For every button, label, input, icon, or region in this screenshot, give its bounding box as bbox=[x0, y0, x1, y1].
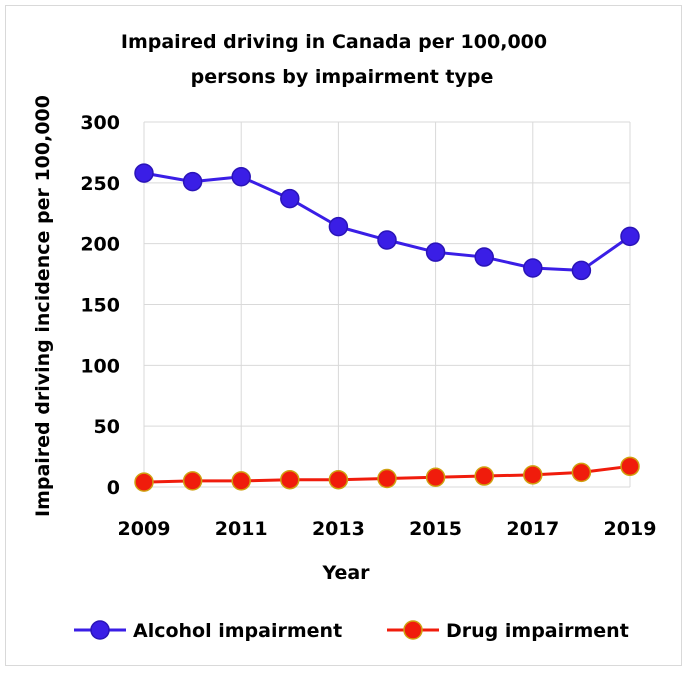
x-axis-title: Year bbox=[321, 562, 370, 584]
x-tick-label: 2019 bbox=[604, 518, 657, 540]
chart-title-line-1: Impaired driving in Canada per 100,000 bbox=[121, 31, 547, 53]
data-point bbox=[182, 171, 203, 192]
data-point bbox=[182, 471, 203, 491]
data-point bbox=[620, 226, 640, 247]
data-point bbox=[523, 465, 543, 485]
x-axis-tick-labels: 2009 2011 2013 2015 2017 2019 bbox=[118, 518, 657, 540]
y-tick-label: 300 bbox=[80, 112, 120, 134]
data-point bbox=[231, 471, 251, 491]
data-point bbox=[280, 469, 300, 490]
x-tick-label: 2013 bbox=[312, 518, 365, 540]
y-tick-label: 250 bbox=[80, 173, 120, 195]
data-point bbox=[425, 467, 446, 488]
data-point bbox=[328, 469, 349, 490]
series-drug bbox=[134, 456, 640, 492]
legend-item: Drug impairment bbox=[387, 620, 629, 642]
data-point bbox=[134, 472, 154, 492]
chart-title-line-2: persons by impairment type bbox=[191, 66, 494, 88]
data-point bbox=[328, 216, 349, 237]
data-point bbox=[377, 230, 397, 250]
x-tick-label: 2011 bbox=[215, 518, 268, 540]
y-tick-label: 50 bbox=[94, 416, 120, 438]
chart-svg: Impaired driving in Canada per 100,000 p… bbox=[32, 31, 657, 642]
legend-marker bbox=[90, 620, 110, 640]
data-point bbox=[377, 468, 397, 489]
legend: Alcohol impairment Drug impairment bbox=[74, 620, 629, 642]
series-alcohol bbox=[134, 163, 640, 281]
legend-label: Drug impairment bbox=[446, 620, 629, 642]
data-point bbox=[425, 242, 446, 262]
data-point bbox=[620, 456, 640, 477]
series-line bbox=[143, 171, 631, 272]
legend-label: Alcohol impairment bbox=[133, 620, 342, 642]
data-point bbox=[134, 163, 154, 183]
data-point bbox=[280, 188, 300, 209]
y-tick-label: 150 bbox=[80, 295, 120, 317]
y-axis-title: Impaired driving incidence per 100,000 bbox=[32, 95, 54, 517]
legend-item: Alcohol impairment bbox=[74, 620, 342, 642]
x-tick-label: 2015 bbox=[409, 518, 462, 540]
y-axis-tick-labels: 0 50 100 150 200 250 300 bbox=[80, 112, 120, 499]
chart-frame: Impaired driving in Canada per 100,000 p… bbox=[5, 5, 682, 666]
chart-title: Impaired driving in Canada per 100,000 p… bbox=[121, 31, 547, 88]
x-tick-label: 2017 bbox=[506, 518, 559, 540]
y-tick-label: 100 bbox=[80, 355, 120, 377]
data-point bbox=[474, 466, 494, 486]
data-point bbox=[523, 258, 543, 278]
y-tick-label: 200 bbox=[80, 234, 120, 256]
data-point bbox=[571, 260, 592, 281]
series-layer bbox=[134, 163, 640, 492]
grid-lines bbox=[143, 121, 631, 488]
data-point bbox=[474, 247, 494, 267]
data-point bbox=[231, 167, 251, 187]
x-tick-label: 2009 bbox=[118, 518, 171, 540]
data-point bbox=[571, 462, 592, 483]
y-tick-label: 0 bbox=[107, 477, 120, 499]
legend-marker bbox=[403, 620, 423, 640]
